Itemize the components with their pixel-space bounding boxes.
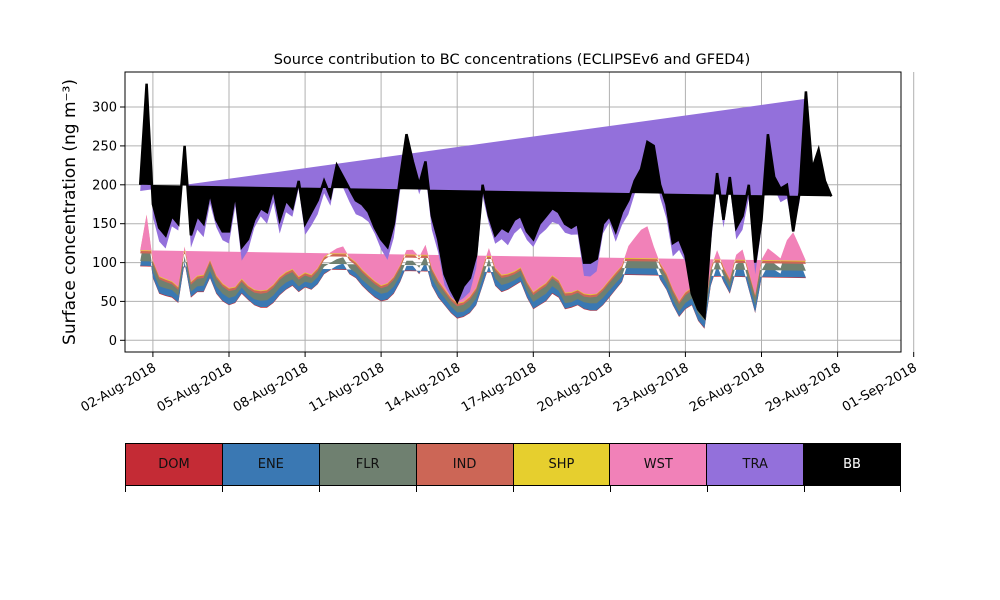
legend-item-dom: DOM (126, 444, 222, 485)
x-tick-label: 17-Aug-2018 (459, 360, 539, 415)
legend-tick-mark (416, 486, 417, 492)
y-axis-ticks: 0 50 100 150 200 250 300 (92, 101, 125, 349)
y-tick-label: 200 (92, 178, 117, 193)
x-tick-label: 14-Aug-2018 (383, 360, 463, 415)
x-tick-label: 05-Aug-2018 (155, 360, 235, 415)
x-tick-label: 29-Aug-2018 (763, 360, 843, 415)
y-tick-label: 100 (92, 256, 117, 271)
stacked-areas (138, 83, 833, 329)
chart-title: Source contribution to BC concentrations… (274, 52, 751, 68)
y-tick-label: 150 (92, 217, 117, 232)
legend-tick-mark (125, 486, 126, 492)
legend-item-wst: WST (609, 444, 707, 485)
legend-item-ind: IND (415, 444, 513, 485)
legend-ticks (125, 486, 901, 492)
area-bb (140, 83, 832, 317)
legend-item-flr: FLR (318, 444, 416, 485)
x-tick-label: 20-Aug-2018 (535, 360, 615, 415)
y-tick-label: 250 (92, 139, 117, 154)
legend-item-shp: SHP (512, 444, 610, 485)
y-axis-label: Surface concentration (ng m⁻³) (60, 79, 80, 345)
x-tick-label: 26-Aug-2018 (687, 360, 767, 415)
legend-item-tra: TRA (706, 444, 804, 485)
total-outline (138, 83, 833, 321)
legend-tick-mark (707, 486, 708, 492)
legend-tick-mark (610, 486, 611, 492)
legend-item-bb: BB (803, 444, 900, 485)
legend-tick-mark (900, 486, 901, 492)
x-axis-ticks: 02-Aug-201805-Aug-201808-Aug-201811-Aug-… (79, 352, 920, 416)
x-tick-label: 23-Aug-2018 (611, 360, 691, 415)
x-tick-label: 02-Aug-2018 (79, 360, 159, 415)
x-tick-label: 08-Aug-2018 (231, 360, 311, 415)
legend-tick-mark (222, 486, 223, 492)
y-tick-label: 0 (109, 334, 117, 349)
x-tick-label: 01-Sep-2018 (840, 360, 920, 415)
legend-tick-mark (319, 486, 320, 492)
y-tick-label: 50 (100, 295, 117, 310)
legend-tick-mark (804, 486, 805, 492)
x-tick-label: 11-Aug-2018 (307, 360, 387, 415)
y-tick-label: 300 (92, 101, 117, 116)
plot-frame (124, 71, 902, 353)
legend-tick-mark (513, 486, 514, 492)
legend-colorbar: DOM ENE FLR IND SHP WST TRA BB (125, 443, 901, 486)
legend-item-ene: ENE (221, 444, 319, 485)
